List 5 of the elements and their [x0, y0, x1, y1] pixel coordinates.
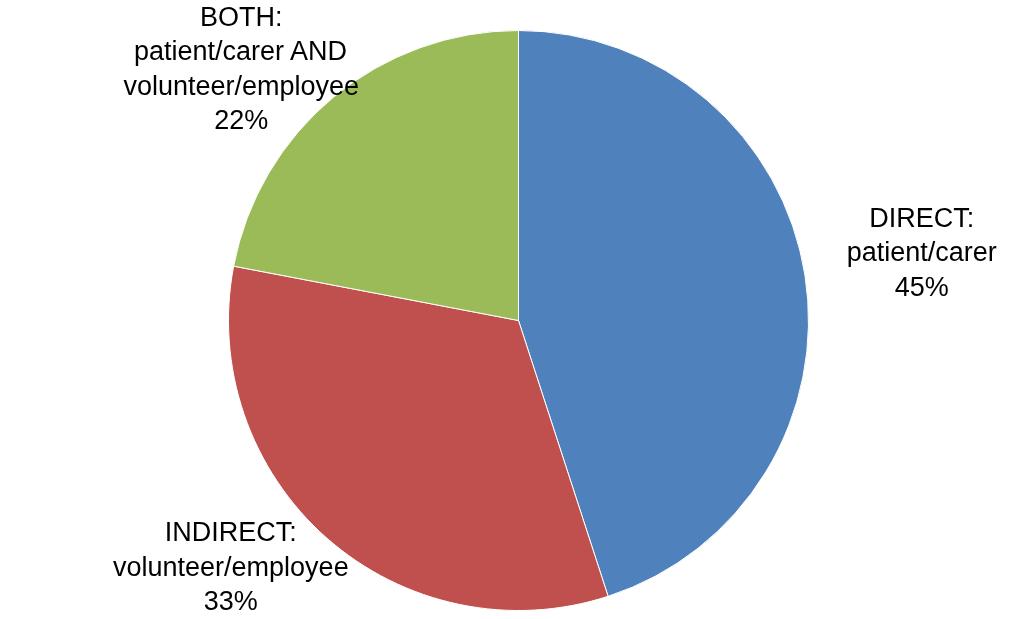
- data-label: 22%: [214, 105, 269, 136]
- slice-label: DIRECT: patient/carer: [846, 202, 997, 268]
- slice-label: INDIRECT: volunteer/employee: [113, 517, 349, 582]
- data-label: 33%: [203, 586, 258, 617]
- data-label: 45%: [894, 271, 949, 302]
